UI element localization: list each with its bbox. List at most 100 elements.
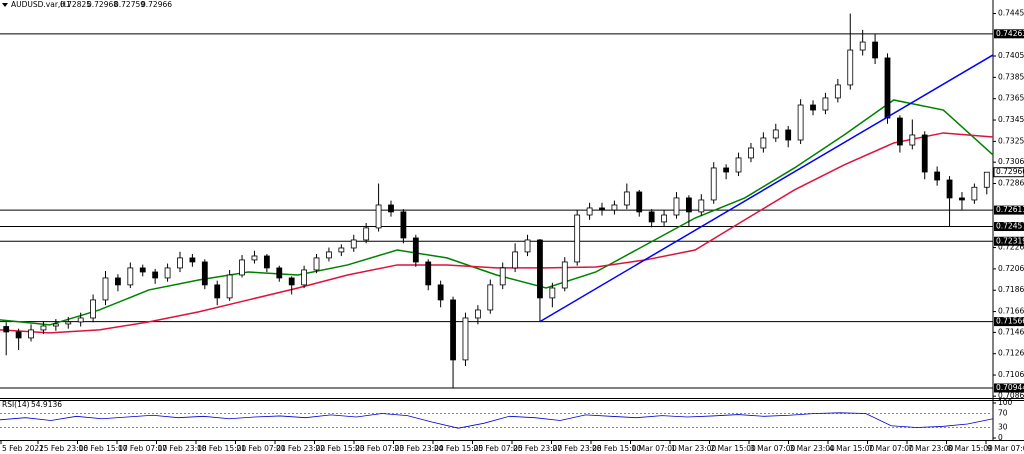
rsi-tick-label: 0 [998, 433, 1003, 442]
candle-body [115, 277, 121, 286]
candle-body [251, 255, 258, 261]
candle-body [735, 157, 742, 173]
candle-body [512, 251, 519, 269]
candle-body [524, 239, 531, 253]
price-label-box [993, 167, 1024, 178]
x-tick-label: 25 Feb 23:00 [513, 444, 562, 453]
open-value: 0.72825 [60, 0, 91, 9]
rsi-tick-label: 70 [998, 409, 1008, 418]
candle-body [412, 237, 419, 263]
candle-body [301, 269, 308, 286]
level-label: 0.72457 [996, 222, 1024, 231]
candle-body [127, 267, 134, 286]
candle-body [102, 277, 109, 301]
candle-body [710, 167, 717, 201]
candle-body [673, 197, 680, 216]
y-tick-label: 0.73855 [998, 72, 1024, 81]
x-tick-label: 5 Feb 2022 [2, 444, 44, 453]
candle-body [748, 147, 754, 159]
y-tick-label: 0.71465 [998, 327, 1024, 336]
rsi-value: 54.9136 [31, 400, 62, 409]
x-tick-label: 16 Feb 15:00 [79, 444, 128, 453]
candle-body [28, 329, 34, 339]
candle-body [388, 204, 394, 213]
level-label-box [994, 222, 1024, 232]
x-tick-label: 8 Mar 15:00 [948, 444, 994, 453]
level-label-box [994, 205, 1024, 215]
candle-body [487, 284, 494, 311]
rsi-name: RSI(14) [2, 400, 30, 409]
candle-body [152, 271, 159, 279]
candle-body [983, 171, 990, 188]
candle-body [549, 287, 556, 299]
candle-body [276, 267, 283, 279]
x-tick-label: 2 Mar 15:00 [711, 444, 757, 453]
candle-body [350, 239, 357, 249]
candle-body [623, 191, 630, 206]
candle-body [226, 274, 233, 299]
menu-icon[interactable] [2, 3, 8, 7]
y-tick-label: 0.74453 [998, 9, 1024, 18]
candle-body [450, 299, 456, 361]
candle-body [586, 207, 593, 216]
x-tick-label: 22 Feb 15:00 [316, 444, 365, 453]
candle-body [338, 247, 345, 253]
level-label-box [994, 317, 1024, 327]
x-tick-label: 15 Feb 23:00 [39, 444, 88, 453]
x-tick-label: 27 Feb 23:00 [553, 444, 602, 453]
level-label: 0.71566 [996, 317, 1024, 326]
candle-body [77, 317, 84, 323]
candle-body [909, 134, 916, 146]
x-tick-label: 1 Mar 23:00 [671, 444, 717, 453]
candle-body [65, 321, 72, 325]
candle-body [685, 197, 692, 213]
y-tick-label: 0.73655 [998, 94, 1024, 103]
x-tick-label: 23 Feb 07:00 [355, 444, 404, 453]
candle-body [574, 214, 581, 263]
candle-body [897, 117, 903, 146]
candle-body [189, 257, 196, 263]
level-label-box [994, 29, 1024, 39]
y-tick-label: 0.73255 [998, 136, 1024, 145]
moving-average [0, 132, 994, 334]
candle-body [611, 204, 618, 211]
x-tick-label: 7 Mar 23:00 [908, 444, 954, 453]
moving-average [0, 99, 994, 326]
candle-body [561, 261, 568, 289]
x-tick-label: 21 Feb 23:00 [276, 444, 325, 453]
candle-body [785, 129, 792, 141]
candle-body [40, 325, 47, 331]
level-label: 0.70944 [996, 383, 1024, 392]
candle-body [797, 104, 804, 141]
high-value: 0.72968 [87, 0, 118, 9]
x-tick-label: 9 Mar 07:00 [987, 444, 1024, 453]
candle-body [15, 331, 22, 339]
y-tick-label: 0.71065 [998, 370, 1024, 379]
candle-body [537, 239, 543, 299]
candle-body [872, 41, 878, 59]
candle-body [52, 323, 59, 327]
candle-body [201, 261, 208, 286]
candle-body [462, 317, 469, 361]
candle-body [363, 227, 370, 241]
candle-body [313, 257, 320, 271]
level-label-box [994, 383, 1024, 393]
candle-body [139, 267, 146, 273]
y-tick-label: 0.73455 [998, 115, 1024, 124]
candle-body [326, 251, 332, 259]
close-value: 0.72966 [141, 0, 172, 9]
level-label: 0.72319 [996, 236, 1024, 245]
x-tick-label: 4 Mar 15:00 [829, 444, 875, 453]
x-tick-label: 1 Mar 07:00 [632, 444, 678, 453]
candle-body [884, 57, 891, 119]
candle-body [425, 261, 432, 286]
candle-body [847, 49, 854, 86]
x-tick-label: 18 Feb 15:00 [197, 444, 246, 453]
candle-body [400, 211, 407, 239]
